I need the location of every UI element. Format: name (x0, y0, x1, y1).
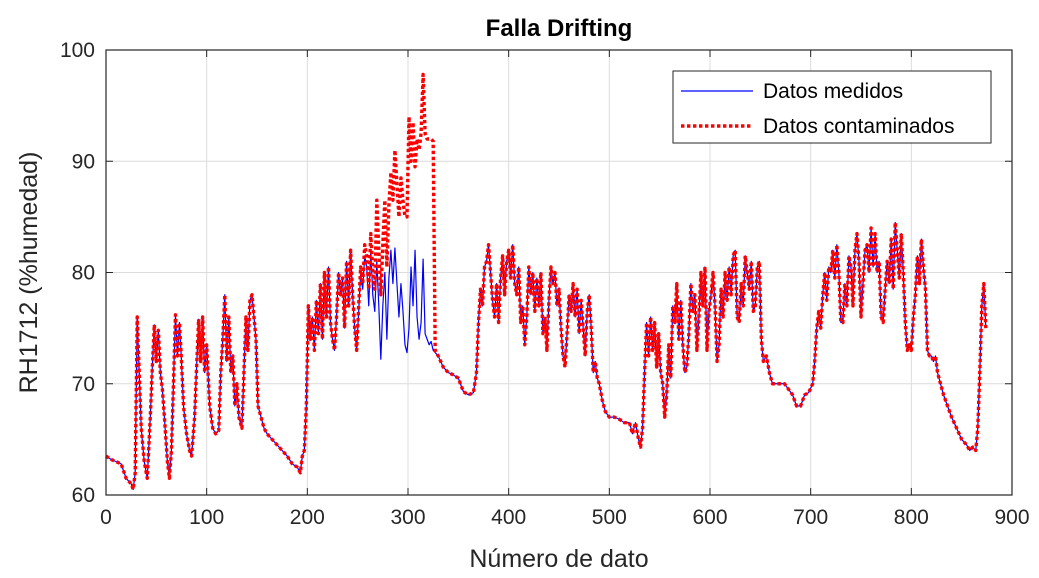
legend-label-datos-medidos: Datos medidos (763, 80, 903, 103)
x-axis-label: Número de dato (469, 545, 648, 573)
x-tick-label: 100 (189, 506, 224, 529)
y-tick-label: 90 (72, 150, 95, 173)
legend-label-datos-contaminados: Datos contaminados (763, 115, 954, 138)
x-tick-label: 700 (793, 506, 828, 529)
legend: Datos medidos Datos contaminados (672, 70, 992, 144)
ticks: 0 100 200 300 400 500 600 700 800 900 60 70 80 90 100 (60, 39, 1030, 529)
x-tick-label: 300 (390, 506, 425, 529)
series-layer (105, 72, 988, 492)
y-tick-label: 80 (72, 262, 95, 285)
series-line-datos-contaminados (105, 72, 988, 492)
chart-title: Falla Drifting (486, 15, 633, 42)
y-axis-label: RH1712 (%humedad) (15, 152, 43, 394)
x-tick-label: 400 (491, 506, 526, 529)
x-tick-label: 200 (290, 506, 325, 529)
x-tick-label: 900 (994, 506, 1029, 529)
y-tick-label: 60 (72, 484, 95, 507)
x-tick-label: 600 (692, 506, 727, 529)
y-tick-label: 70 (72, 373, 95, 396)
y-tick-label: 100 (60, 39, 95, 62)
x-tick-label: 500 (592, 506, 627, 529)
x-tick-label: 800 (894, 506, 929, 529)
legend-box (672, 70, 992, 144)
x-tick-label: 0 (100, 506, 112, 529)
